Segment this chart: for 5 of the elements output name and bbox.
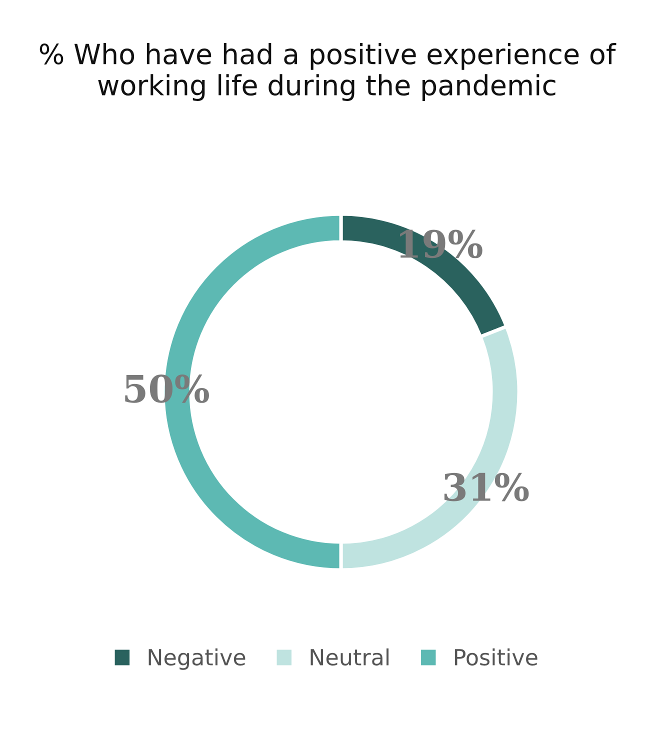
legend-label: Neutral [310,648,389,666]
data-label: 31% [444,472,529,502]
legend-label: Positive [455,648,538,666]
legend-label: Negative [148,648,246,670]
chart-title: % Who have had a positive experience of working life during the pandemic [40,43,616,101]
